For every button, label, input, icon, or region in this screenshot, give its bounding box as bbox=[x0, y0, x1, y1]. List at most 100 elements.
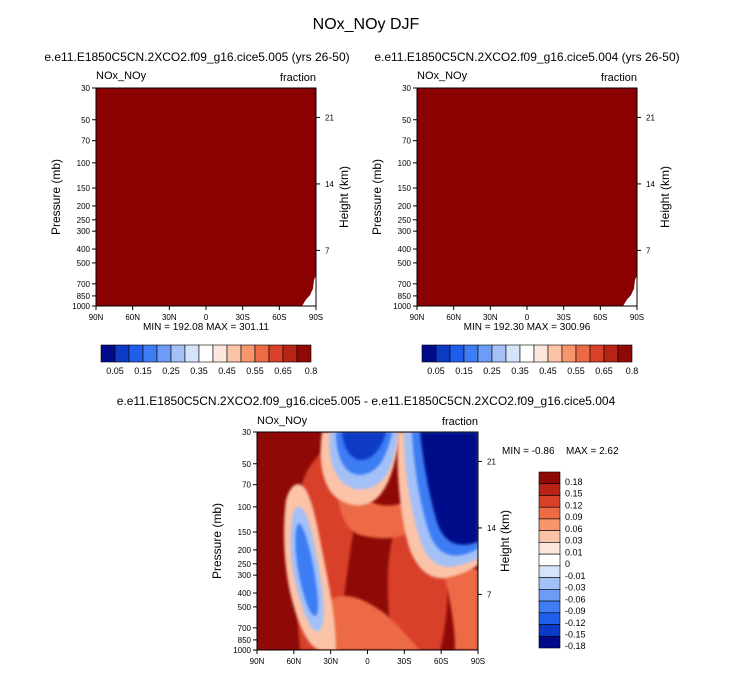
colorbar-swatch bbox=[538, 577, 561, 590]
colorbar-label: 0.8 bbox=[305, 366, 318, 376]
y2-axis-label: Height (km) bbox=[498, 510, 512, 572]
contour-band bbox=[342, 432, 386, 460]
colorbar-swatch bbox=[505, 344, 521, 363]
colorbar-swatch bbox=[296, 344, 312, 363]
panel-case-005: e.e11.E1850C5CN.2XCO2.f09_g16.cice5.005 … bbox=[44, 50, 351, 333]
y-tick-label: 850 bbox=[77, 292, 91, 301]
y-tick-label: 250 bbox=[77, 216, 91, 225]
y2-tick-label: 21 bbox=[487, 457, 496, 466]
panel-right-label: fraction bbox=[280, 72, 316, 84]
colorbar-label: 0.18 bbox=[565, 477, 583, 487]
colorbar-swatch bbox=[268, 344, 284, 363]
y-axis-label: Pressure (mb) bbox=[370, 159, 384, 235]
colorbar-label: 0.25 bbox=[162, 366, 180, 376]
colorbar-label: 0.35 bbox=[190, 366, 208, 376]
contour-band bbox=[336, 470, 415, 539]
colorbar-swatch bbox=[254, 344, 270, 363]
y-tick-label: 70 bbox=[402, 137, 411, 146]
colorbar-label: 0.55 bbox=[567, 366, 585, 376]
max-stat: MAX = 2.62 bbox=[566, 446, 619, 457]
latitude-axis: 90N 60N 30N 0 30S 60S 90S bbox=[250, 650, 485, 666]
y2-tick-label: 14 bbox=[646, 180, 655, 189]
y-tick-label: 250 bbox=[238, 560, 252, 569]
main-title: NOx_NOy DJF bbox=[313, 16, 420, 33]
colorbar-label: 0.45 bbox=[539, 366, 557, 376]
colorbar-swatch bbox=[538, 483, 561, 496]
colorbar-swatch bbox=[538, 553, 561, 567]
colorbar-swatch bbox=[142, 344, 158, 363]
panel-title: e.e11.E1850C5CN.2XCO2.f09_g16.cice5.005 … bbox=[117, 394, 616, 408]
panel-title: e.e11.E1850C5CN.2XCO2.f09_g16.cice5.004 … bbox=[374, 50, 679, 64]
colorbar-swatch bbox=[538, 530, 561, 543]
y-tick-label: 400 bbox=[398, 245, 412, 254]
colorbar-label: 0.55 bbox=[246, 366, 264, 376]
colorbar-swatch bbox=[491, 344, 507, 363]
colorbar-swatch bbox=[463, 344, 479, 363]
x-tick-label: 60N bbox=[125, 313, 140, 322]
panel-right-label: fraction bbox=[442, 416, 478, 428]
colorbar-swatch bbox=[538, 612, 561, 625]
x-tick-label: 90S bbox=[309, 313, 323, 322]
y-tick-label: 300 bbox=[238, 571, 252, 580]
colorbar-swatch bbox=[519, 344, 535, 363]
x-tick-label: 30N bbox=[483, 313, 498, 322]
panel-left-label: NOx_NOy bbox=[417, 70, 468, 82]
panel-left-label: NOx_NOy bbox=[257, 415, 308, 427]
y-tick-label: 30 bbox=[402, 84, 411, 93]
y-axis-label: Pressure (mb) bbox=[210, 503, 224, 579]
colorbar-difference: 0.180.150.120.090.060.030.010-0.01-0.03-… bbox=[538, 471, 586, 651]
colorbar-swatch bbox=[449, 344, 465, 363]
colorbar-swatch bbox=[538, 565, 561, 578]
colorbar-label: 0.25 bbox=[483, 366, 501, 376]
contour-band bbox=[420, 432, 478, 545]
y-tick-label: 850 bbox=[398, 292, 412, 301]
x-tick-label: 60S bbox=[434, 657, 448, 666]
colorbar-swatch bbox=[240, 344, 256, 363]
surface-notch bbox=[302, 275, 316, 306]
y-tick-label: 300 bbox=[77, 227, 91, 236]
contour-band bbox=[330, 595, 420, 650]
colorbar-swatch bbox=[575, 344, 591, 363]
colorbar-swatch bbox=[114, 344, 130, 363]
colorbar-swatch bbox=[435, 344, 451, 363]
panel-right-label: fraction bbox=[601, 72, 637, 84]
panel-case-004: e.e11.E1850C5CN.2XCO2.f09_g16.cice5.004 … bbox=[370, 50, 680, 333]
colorbar-swatch bbox=[547, 344, 563, 363]
y-tick-label: 300 bbox=[398, 227, 412, 236]
colorbar-swatch bbox=[538, 495, 561, 508]
y-tick-label: 70 bbox=[81, 137, 90, 146]
colorbar-label: -0.15 bbox=[565, 630, 586, 640]
colorbar-swatch bbox=[128, 344, 144, 363]
colorbar-swatch bbox=[538, 624, 561, 637]
x-tick-label: 90S bbox=[630, 313, 644, 322]
panel-left-label: NOx_NOy bbox=[96, 70, 147, 82]
y-tick-label: 200 bbox=[238, 546, 252, 555]
y-tick-label: 400 bbox=[77, 245, 91, 254]
y-tick-label: 100 bbox=[398, 159, 412, 168]
colorbar-label: 0.03 bbox=[565, 536, 583, 546]
colorbar-label: -0.09 bbox=[565, 606, 586, 616]
y-tick-label: 30 bbox=[81, 84, 90, 93]
y-tick-label: 700 bbox=[398, 280, 412, 289]
x-tick-label: 0 bbox=[525, 313, 530, 322]
y-tick-label: 70 bbox=[242, 481, 251, 490]
latitude-axis: 90N 60N 30N 0 30S 60S 90S bbox=[410, 306, 644, 322]
colorbar-label: -0.03 bbox=[565, 583, 586, 593]
colorbar-label: -0.06 bbox=[565, 594, 586, 604]
y-tick-label: 700 bbox=[238, 624, 252, 633]
colorbar-label: -0.18 bbox=[565, 641, 586, 651]
difference-field bbox=[257, 432, 478, 650]
height-axis: 21 14 7 bbox=[637, 113, 655, 255]
colorbar-case-005: 0.05 0.15 0.25 0.35 0.45 0.55 0.65 0.8 bbox=[100, 344, 318, 376]
colorbar-swatch bbox=[100, 344, 116, 363]
colorbar-label: 0.01 bbox=[565, 547, 583, 557]
y-tick-label: 250 bbox=[398, 216, 412, 225]
colorbar-label: -0.01 bbox=[565, 571, 586, 581]
colorbar-label: 0.05 bbox=[106, 366, 124, 376]
colorbar-label: 0.65 bbox=[595, 366, 613, 376]
colorbar-swatch bbox=[421, 344, 437, 363]
latitude-axis: 90N 60N 30N 0 30S 60S 90S bbox=[89, 306, 323, 322]
colorbar-swatch bbox=[538, 635, 561, 649]
colorbar-label: 0.15 bbox=[134, 366, 152, 376]
